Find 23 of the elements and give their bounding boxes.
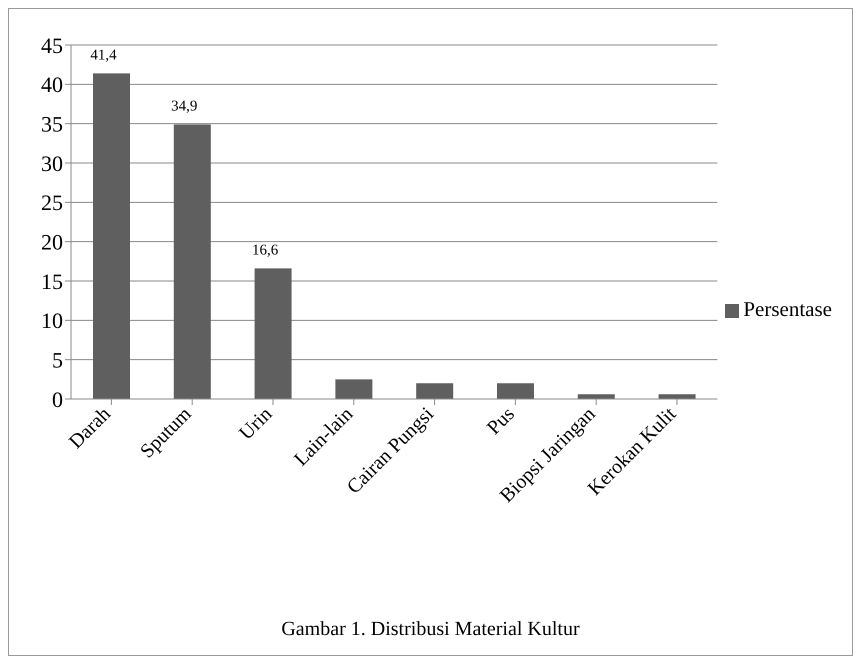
bar bbox=[93, 73, 130, 399]
y-tick-label: 20 bbox=[41, 229, 63, 254]
y-tick-label: 35 bbox=[41, 111, 63, 136]
bar bbox=[496, 383, 534, 399]
y-tick-label: 40 bbox=[41, 72, 63, 98]
data-label: 41,4 bbox=[90, 47, 118, 64]
y-tick-label: 5 bbox=[52, 347, 63, 372]
y-tick-label: 45 bbox=[41, 32, 63, 58]
y-tick-label: 15 bbox=[41, 268, 63, 294]
y-tick-label: 25 bbox=[41, 190, 63, 216]
x-tick-label: Urin bbox=[235, 402, 277, 444]
data-label: 34,9 bbox=[171, 98, 198, 114]
legend-label: Persentase bbox=[743, 296, 832, 320]
bar bbox=[335, 379, 372, 399]
bar bbox=[254, 268, 292, 399]
bar bbox=[174, 124, 211, 399]
data-label: 16,6 bbox=[252, 242, 279, 258]
x-tick-label: Pus bbox=[482, 402, 520, 439]
y-tick-label: 0 bbox=[52, 386, 63, 412]
bar bbox=[416, 383, 454, 399]
text: Gambar 1. Distribusi Material Kultur bbox=[280, 618, 581, 641]
y-tick-label: 30 bbox=[41, 150, 63, 176]
y-tick-label: 10 bbox=[41, 308, 63, 334]
